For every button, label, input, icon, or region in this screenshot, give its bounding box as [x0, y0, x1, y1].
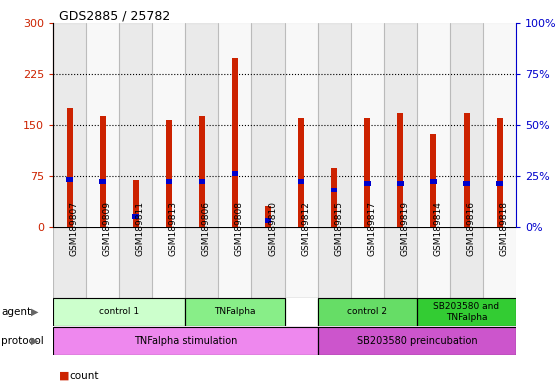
- Bar: [232, 58, 238, 227]
- Bar: [298, 118, 304, 227]
- FancyBboxPatch shape: [318, 298, 417, 326]
- Bar: [285, 23, 318, 227]
- Bar: [318, 327, 516, 355]
- Bar: [152, 23, 185, 227]
- Bar: [252, 23, 285, 227]
- Bar: [132, 214, 139, 219]
- Text: control 1: control 1: [99, 308, 140, 316]
- Text: TNFalpha stimulation: TNFalpha stimulation: [134, 336, 237, 346]
- Bar: [483, 227, 516, 298]
- Text: GSM189809: GSM189809: [103, 201, 112, 256]
- Bar: [331, 187, 338, 192]
- Bar: [264, 218, 271, 223]
- Bar: [166, 120, 172, 227]
- Bar: [218, 23, 252, 227]
- Bar: [298, 179, 305, 184]
- Bar: [318, 23, 351, 227]
- FancyBboxPatch shape: [185, 298, 285, 326]
- Bar: [450, 23, 483, 227]
- Text: GSM189813: GSM189813: [169, 201, 178, 256]
- Bar: [53, 227, 86, 298]
- Text: count: count: [70, 371, 99, 381]
- Text: ■: ■: [59, 371, 69, 381]
- Bar: [53, 23, 86, 227]
- Bar: [397, 113, 403, 227]
- Bar: [199, 179, 205, 184]
- Bar: [430, 179, 437, 184]
- Bar: [384, 227, 417, 298]
- FancyBboxPatch shape: [417, 298, 516, 326]
- Bar: [252, 227, 285, 298]
- Bar: [152, 227, 185, 298]
- Text: GDS2885 / 25782: GDS2885 / 25782: [59, 10, 170, 23]
- Bar: [318, 298, 417, 326]
- Text: GSM189808: GSM189808: [235, 201, 244, 256]
- Bar: [417, 298, 516, 326]
- FancyBboxPatch shape: [53, 298, 185, 326]
- Bar: [397, 182, 403, 186]
- Bar: [99, 179, 106, 184]
- Bar: [100, 116, 105, 227]
- Text: SB203580 and
TNFalpha: SB203580 and TNFalpha: [434, 302, 499, 322]
- Bar: [166, 179, 172, 184]
- Bar: [53, 327, 318, 355]
- Bar: [351, 23, 384, 227]
- Text: GSM189811: GSM189811: [136, 201, 145, 256]
- Bar: [464, 113, 469, 227]
- Text: GSM189806: GSM189806: [202, 201, 211, 256]
- Bar: [463, 182, 470, 186]
- Text: GSM189810: GSM189810: [268, 201, 277, 256]
- Bar: [450, 227, 483, 298]
- Bar: [331, 167, 337, 227]
- Bar: [364, 118, 371, 227]
- Bar: [265, 206, 271, 227]
- Bar: [66, 108, 73, 227]
- Bar: [53, 298, 185, 326]
- Bar: [66, 177, 73, 182]
- Text: GSM189807: GSM189807: [70, 201, 79, 256]
- Bar: [185, 23, 218, 227]
- Text: GSM189817: GSM189817: [367, 201, 376, 256]
- Bar: [318, 227, 351, 298]
- Bar: [119, 227, 152, 298]
- Bar: [497, 118, 503, 227]
- Text: ▶: ▶: [31, 307, 38, 317]
- Text: GSM189812: GSM189812: [301, 201, 310, 256]
- Bar: [185, 227, 218, 298]
- Bar: [384, 23, 417, 227]
- Bar: [417, 23, 450, 227]
- Bar: [232, 171, 238, 176]
- Text: agent: agent: [1, 307, 31, 317]
- Bar: [218, 227, 252, 298]
- Bar: [318, 327, 516, 355]
- Bar: [86, 227, 119, 298]
- Text: GSM189814: GSM189814: [434, 201, 442, 256]
- Bar: [417, 227, 450, 298]
- Bar: [364, 182, 371, 186]
- Bar: [483, 23, 516, 227]
- Text: GSM189815: GSM189815: [334, 201, 343, 256]
- Bar: [285, 227, 318, 298]
- Bar: [351, 227, 384, 298]
- Bar: [496, 182, 503, 186]
- Text: GSM189816: GSM189816: [466, 201, 475, 256]
- Text: TNFalpha: TNFalpha: [214, 308, 256, 316]
- Bar: [53, 327, 318, 355]
- Bar: [133, 180, 139, 227]
- Text: GSM189819: GSM189819: [400, 201, 410, 256]
- Text: GSM189818: GSM189818: [499, 201, 508, 256]
- Bar: [430, 134, 436, 227]
- Text: SB203580 preincubation: SB203580 preincubation: [357, 336, 477, 346]
- Bar: [185, 298, 285, 326]
- Text: control 2: control 2: [347, 308, 387, 316]
- Bar: [119, 23, 152, 227]
- Text: protocol: protocol: [1, 336, 44, 346]
- Bar: [199, 116, 205, 227]
- Bar: [86, 23, 119, 227]
- Text: ▶: ▶: [31, 336, 38, 346]
